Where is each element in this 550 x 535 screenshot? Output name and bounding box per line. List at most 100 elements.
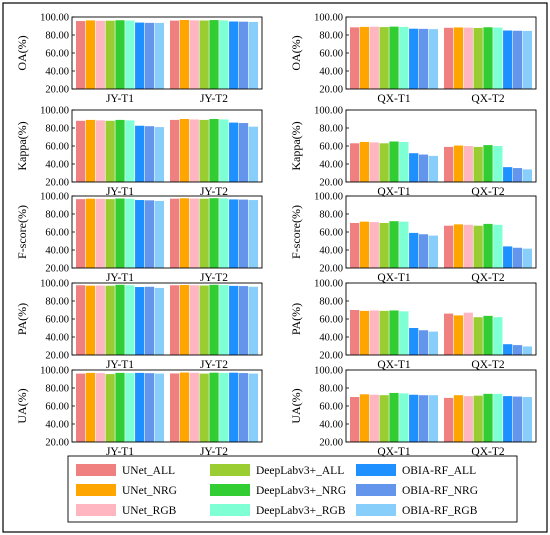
bar bbox=[229, 21, 239, 89]
bar bbox=[170, 20, 180, 90]
panels: JY-T1 JY-T2 20.00 40.00 60.00 80.00 100.00 OA(%… bbox=[15, 13, 537, 458]
legend-label: UNet_ALL bbox=[122, 465, 175, 477]
chart-panel: QX-T1 QX-T2 20.00 40.00 60.00 80.00 100.00 UA(%… bbox=[289, 366, 537, 458]
chart-panel: JY-T1 JY-T2 20.00 40.00 60.00 80.00 100.00 OA(%… bbox=[15, 13, 263, 105]
bar bbox=[493, 393, 503, 442]
category-label: JY-T2 bbox=[200, 93, 228, 105]
legend-label: OBIA-RF_ALL bbox=[402, 465, 476, 477]
legend-item: DeepLabv3+_NRG bbox=[210, 484, 346, 497]
legend-item: UNet_ALL bbox=[76, 464, 175, 477]
y-tick-label: 20.00 bbox=[319, 264, 343, 275]
legend-label: UNet_NRG bbox=[122, 485, 177, 497]
y-tick-label: 60.00 bbox=[319, 142, 343, 153]
bar bbox=[95, 120, 105, 182]
legend-item: UNet_NRG bbox=[76, 484, 177, 497]
bar bbox=[389, 26, 399, 90]
legend-label: OBIA-RF_NRG bbox=[402, 485, 478, 497]
y-tick-label: 60.00 bbox=[319, 402, 343, 413]
bar bbox=[369, 222, 379, 268]
bar bbox=[463, 27, 473, 89]
bar bbox=[199, 285, 209, 355]
bar bbox=[444, 397, 454, 442]
chart-panel: JY-T1 JY-T2 20.00 40.00 60.00 80.00 100.00 Kapp… bbox=[15, 106, 263, 198]
bar bbox=[199, 373, 209, 442]
bar bbox=[503, 167, 513, 182]
bar bbox=[170, 285, 180, 355]
y-tick-label: 20.00 bbox=[319, 438, 343, 449]
bar bbox=[144, 22, 155, 90]
bar bbox=[179, 119, 190, 182]
y-tick-label: 100.00 bbox=[314, 279, 343, 290]
category-label: QX-T2 bbox=[471, 272, 504, 284]
bar bbox=[105, 374, 115, 442]
category-label: JY-T2 bbox=[200, 186, 228, 198]
y-tick-label: 20.00 bbox=[45, 178, 69, 189]
category-label: QX-T1 bbox=[377, 186, 410, 198]
bar bbox=[144, 126, 155, 182]
bar bbox=[105, 120, 115, 182]
bar bbox=[229, 199, 239, 268]
y-tick-label: 80.00 bbox=[45, 384, 69, 395]
bar bbox=[463, 224, 473, 268]
bar bbox=[453, 315, 464, 355]
bar bbox=[350, 310, 360, 355]
bar bbox=[144, 200, 155, 268]
legend-swatch bbox=[76, 504, 116, 516]
bar bbox=[418, 330, 429, 355]
legend-swatch bbox=[210, 464, 250, 476]
bar bbox=[219, 198, 229, 268]
bar bbox=[115, 198, 125, 268]
bar bbox=[229, 372, 239, 442]
y-tick-label: 20.00 bbox=[45, 264, 69, 275]
legend-swatch bbox=[210, 484, 250, 496]
y-tick-label: 40.00 bbox=[45, 420, 69, 431]
y-tick-label: 40.00 bbox=[45, 333, 69, 344]
bar bbox=[209, 119, 219, 182]
bar bbox=[95, 285, 105, 355]
y-tick-label: 60.00 bbox=[45, 315, 69, 326]
category-label: JY-T1 bbox=[106, 186, 134, 198]
bar bbox=[409, 328, 419, 355]
y-tick-label: 80.00 bbox=[319, 297, 343, 308]
y-tick-label: 40.00 bbox=[45, 246, 69, 257]
bar bbox=[444, 313, 454, 355]
y-tick-label: 60.00 bbox=[45, 228, 69, 239]
bar bbox=[418, 395, 429, 442]
bar bbox=[238, 286, 249, 355]
bar bbox=[473, 27, 483, 89]
legend-label: DeepLabv3+_NRG bbox=[256, 485, 346, 497]
bar bbox=[428, 395, 438, 442]
bar bbox=[85, 285, 96, 355]
chart-panel: QX-T1 QX-T2 20.00 40.00 60.00 80.00 100.00 F-sc… bbox=[289, 192, 537, 284]
y-tick-label: 40.00 bbox=[319, 246, 343, 257]
bar bbox=[409, 28, 419, 89]
legend-label: DeepLabv3+_RGB bbox=[256, 505, 346, 517]
y-tick-label: 40.00 bbox=[45, 67, 69, 78]
bar bbox=[209, 284, 219, 355]
bar bbox=[444, 225, 454, 268]
legend-item: DeepLabv3+_RGB bbox=[210, 504, 346, 517]
y-tick-label: 20.00 bbox=[319, 178, 343, 189]
chart-panel: QX-T1 QX-T2 20.00 40.00 60.00 80.00 100.00 Kapp… bbox=[289, 106, 537, 198]
bar bbox=[483, 315, 493, 355]
bar bbox=[189, 198, 199, 268]
bar bbox=[189, 285, 199, 355]
category-label: JY-T1 bbox=[106, 446, 134, 458]
bar bbox=[503, 396, 513, 442]
y-tick-label: 20.00 bbox=[319, 351, 343, 362]
bar bbox=[179, 284, 190, 355]
y-tick-label: 100.00 bbox=[40, 192, 69, 203]
bar bbox=[76, 21, 86, 89]
category-label: QX-T1 bbox=[377, 93, 410, 105]
bar bbox=[189, 372, 199, 442]
bar bbox=[95, 20, 105, 90]
bar bbox=[379, 395, 389, 442]
y-tick-label: 100.00 bbox=[314, 13, 343, 24]
category-label: QX-T2 bbox=[471, 186, 504, 198]
bar bbox=[359, 141, 370, 182]
bar bbox=[350, 223, 360, 268]
legend-swatch bbox=[356, 484, 396, 496]
bar bbox=[379, 143, 389, 182]
